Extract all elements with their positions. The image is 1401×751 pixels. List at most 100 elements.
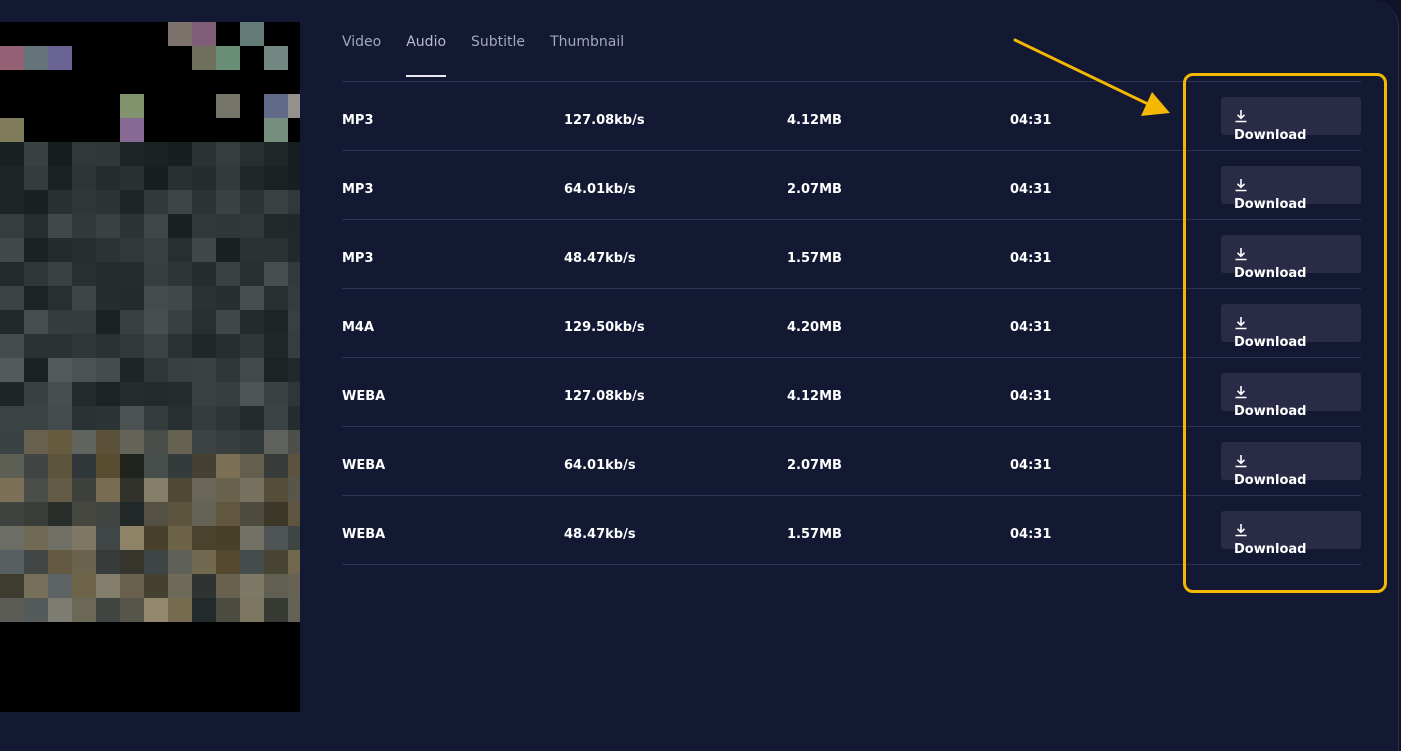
thumbnail-pixel — [120, 478, 144, 502]
thumbnail-pixel — [168, 526, 192, 550]
thumbnail-pixel — [120, 622, 144, 646]
thumbnail-pixel — [72, 286, 96, 310]
tab-audio[interactable]: Audio — [406, 34, 446, 77]
download-button[interactable]: Download — [1221, 235, 1361, 281]
format-cell: WEBA — [342, 527, 386, 542]
thumbnail-pixel — [192, 22, 216, 46]
thumbnail-pixel — [48, 454, 72, 478]
thumbnail-pixel — [48, 286, 72, 310]
thumbnail-pixel — [0, 238, 24, 262]
thumbnail-pixel — [0, 574, 24, 598]
thumbnail-pixel — [144, 118, 168, 142]
thumbnail-pixel — [48, 214, 72, 238]
tab-divider — [342, 81, 1361, 82]
thumbnail-pixel — [288, 454, 300, 478]
thumbnail-pixel — [120, 334, 144, 358]
thumbnail-pixel — [216, 286, 240, 310]
thumbnail-pixel — [120, 22, 144, 46]
thumbnail-pixel — [264, 94, 288, 118]
thumbnail-pixel — [192, 478, 216, 502]
thumbnail-pixel — [144, 334, 168, 358]
size-cell: 4.12MB — [787, 113, 842, 128]
download-button[interactable]: Download — [1221, 373, 1361, 419]
thumbnail-pixel — [48, 550, 72, 574]
thumbnail-pixel — [144, 526, 168, 550]
thumbnail-pixel — [48, 382, 72, 406]
thumbnail-pixel — [0, 622, 24, 646]
thumbnail-pixel — [192, 70, 216, 94]
format-cell: M4A — [342, 320, 375, 335]
download-button[interactable]: Download — [1221, 97, 1361, 143]
thumbnail-pixel — [0, 502, 24, 526]
thumbnail-pixel — [120, 286, 144, 310]
thumbnail-pixel — [24, 358, 48, 382]
thumbnail-pixel — [24, 22, 48, 46]
thumbnail-pixel — [216, 22, 240, 46]
download-button[interactable]: Download — [1221, 511, 1361, 557]
thumbnail-pixel — [240, 550, 264, 574]
thumbnail-pixel — [216, 382, 240, 406]
thumbnail-pixel — [192, 94, 216, 118]
thumbnail-pixel — [120, 454, 144, 478]
thumbnail-pixel — [72, 94, 96, 118]
thumbnail-pixel — [48, 190, 72, 214]
thumbnail-pixel — [216, 262, 240, 286]
thumbnail-pixel — [24, 214, 48, 238]
thumbnail-pixel — [72, 70, 96, 94]
thumbnail-pixel — [120, 382, 144, 406]
thumbnail-pixel — [144, 574, 168, 598]
thumbnail-pixel — [264, 238, 288, 262]
thumbnail-pixel — [240, 238, 264, 262]
thumbnail-pixel — [24, 334, 48, 358]
thumbnail-pixel — [0, 550, 24, 574]
download-button[interactable]: Download — [1221, 166, 1361, 212]
thumbnail-pixel — [240, 382, 264, 406]
download-icon — [1235, 524, 1247, 537]
thumbnail-pixel — [216, 502, 240, 526]
thumbnail-pixel — [264, 622, 288, 646]
thumbnail-pixel — [24, 598, 48, 622]
thumbnail-pixel — [240, 478, 264, 502]
download-button[interactable]: Download — [1221, 442, 1361, 488]
thumbnail-pixel — [144, 646, 168, 670]
thumbnail-pixel — [264, 286, 288, 310]
thumbnail-pixel — [0, 310, 24, 334]
thumbnail-pixel — [192, 646, 216, 670]
thumbnail-pixel — [48, 262, 72, 286]
thumbnail-pixel — [264, 502, 288, 526]
thumbnail-pixel — [96, 214, 120, 238]
tab-subtitle[interactable]: Subtitle — [471, 34, 526, 50]
download-icon — [1235, 179, 1247, 192]
thumbnail-pixel — [24, 118, 48, 142]
thumbnail-pixel — [24, 190, 48, 214]
thumbnail-pixel — [144, 22, 168, 46]
thumbnail-pixel — [240, 358, 264, 382]
thumbnail-pixel — [288, 94, 300, 118]
thumbnail-pixel — [24, 166, 48, 190]
thumbnail-pixel — [72, 22, 96, 46]
tab-thumbnail[interactable]: Thumbnail — [550, 34, 625, 50]
thumbnail-pixel — [144, 670, 168, 694]
thumbnail-pixel — [48, 478, 72, 502]
thumbnail-pixel — [144, 70, 168, 94]
tab-video[interactable]: Video — [342, 34, 382, 50]
thumbnail-pixel — [168, 94, 192, 118]
size-cell: 2.07MB — [787, 458, 842, 473]
download-label: Download — [1234, 404, 1307, 419]
thumbnail-pixel — [288, 430, 300, 454]
thumbnail-pixel — [96, 670, 120, 694]
thumbnail-pixel — [192, 550, 216, 574]
thumbnail-pixel — [120, 262, 144, 286]
thumbnail-pixel — [240, 430, 264, 454]
thumbnail-pixel — [96, 262, 120, 286]
thumbnail-pixel — [48, 358, 72, 382]
thumbnail-pixel — [72, 670, 96, 694]
thumbnail-pixel — [168, 670, 192, 694]
thumbnail-pixel — [96, 382, 120, 406]
thumbnail-pixel — [24, 46, 48, 70]
download-button[interactable]: Download — [1221, 304, 1361, 350]
thumbnail-pixel — [24, 238, 48, 262]
thumbnail-pixel — [216, 334, 240, 358]
thumbnail-pixel — [96, 574, 120, 598]
thumbnail-pixel — [216, 454, 240, 478]
